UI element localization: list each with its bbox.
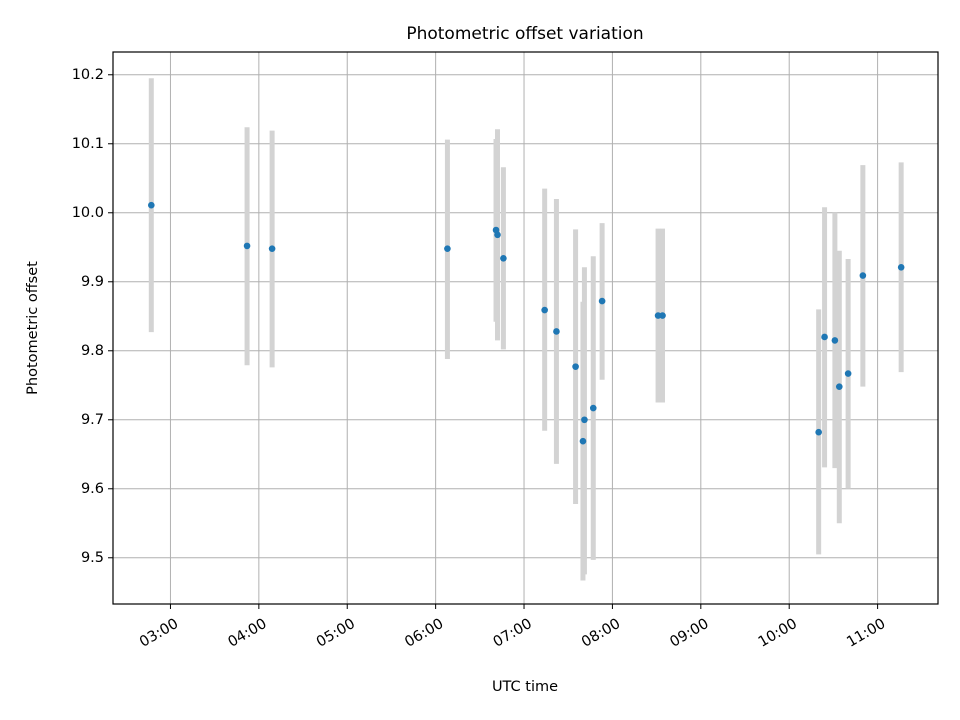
y-tick-label: 10.0	[72, 205, 104, 221]
data-point	[494, 231, 501, 239]
data-point	[659, 312, 666, 319]
data-point	[268, 245, 276, 252]
y-tick-label: 9.9	[81, 274, 104, 290]
data-point	[815, 428, 822, 436]
data-point	[541, 306, 548, 314]
data-points	[148, 201, 905, 445]
data-point	[243, 242, 251, 250]
data-point	[821, 333, 828, 341]
data-point	[589, 404, 597, 412]
y-axis-title: Photometric offset	[25, 261, 41, 395]
x-axis-title: UTC time	[492, 679, 558, 695]
data-point	[859, 272, 867, 279]
data-point	[444, 245, 451, 252]
data-point	[844, 370, 852, 377]
data-point	[835, 383, 843, 390]
y-tick-label: 9.8	[81, 343, 104, 359]
data-point	[897, 263, 905, 271]
data-point	[148, 201, 155, 209]
y-tick-label: 9.7	[81, 412, 104, 428]
data-point	[500, 255, 507, 262]
data-point	[581, 416, 588, 424]
data-point	[579, 437, 587, 445]
data-point	[598, 297, 606, 305]
chart-title: Photometric offset variation	[406, 24, 643, 44]
data-point	[553, 328, 560, 335]
plot-area-frame	[112, 51, 939, 605]
grid-lines	[113, 52, 938, 604]
y-tick-label: 9.5	[81, 550, 104, 566]
data-point	[831, 337, 839, 344]
y-tick-label: 10.1	[72, 136, 104, 152]
data-point	[572, 363, 579, 370]
y-tick-label: 9.6	[81, 481, 104, 497]
y-tick-label: 10.2	[72, 67, 104, 83]
